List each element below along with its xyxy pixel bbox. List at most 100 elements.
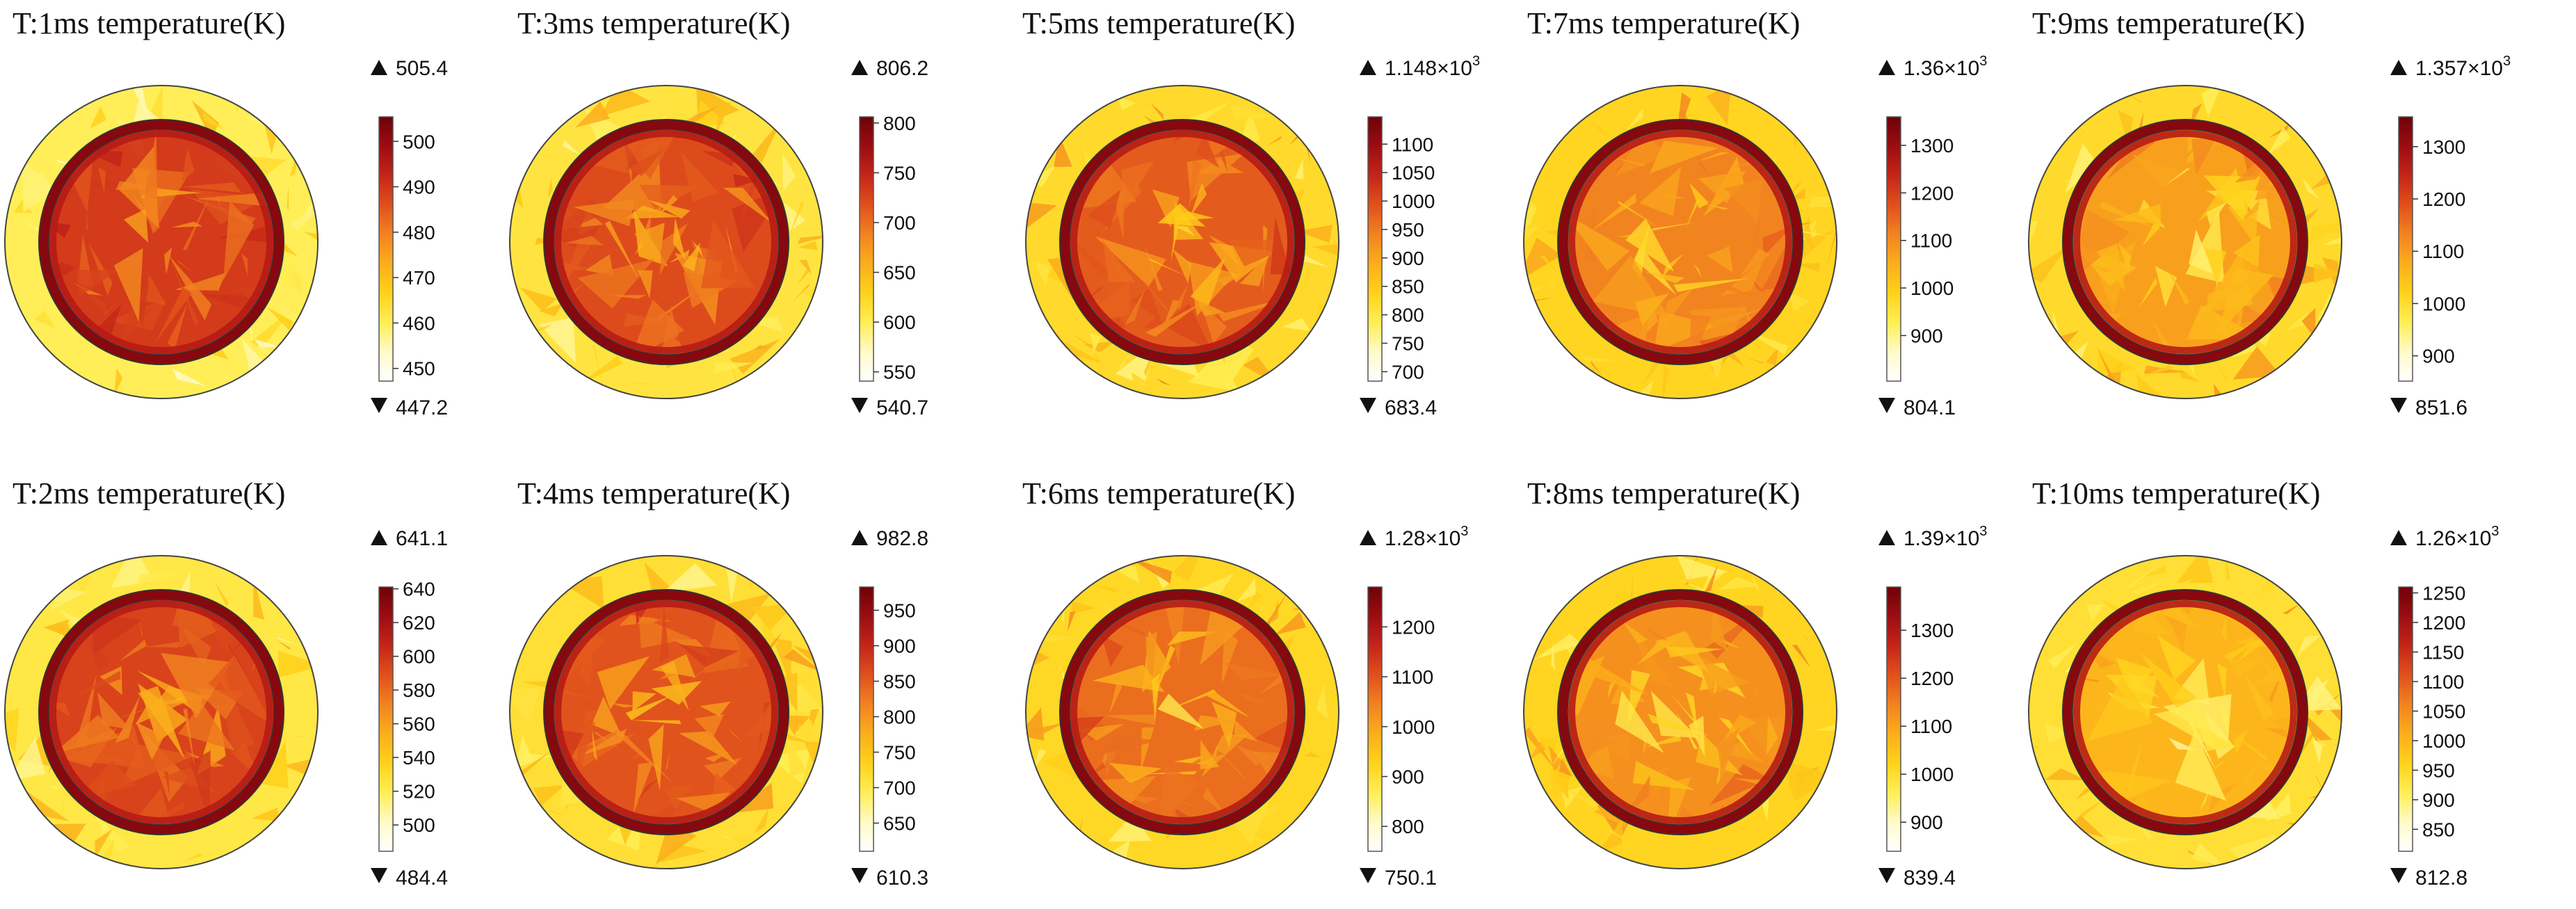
core-mesh-patch: [1125, 289, 1145, 325]
inner-boundary-line: [48, 599, 275, 826]
core-mesh-patch: [1761, 220, 1793, 291]
colorbar: 982.8 950 900 850 800 750 700 650 610.3: [851, 527, 928, 890]
core-mesh-patch: [1157, 693, 1205, 730]
ring-mesh-patch: [242, 817, 256, 828]
ring-mesh-patch: [2176, 578, 2196, 584]
colorbar-tick-label: 480: [403, 222, 435, 243]
core-mesh-patch: [1685, 200, 1700, 230]
core-mesh-patch: [2217, 268, 2274, 335]
ring-mesh-patch: [1245, 592, 1263, 612]
ring-mesh-patch: [2315, 736, 2329, 747]
core-mesh-patch: [705, 751, 730, 762]
ring-mesh-patch: [1033, 211, 1060, 252]
inner-rim: [49, 130, 273, 354]
ring-mesh-patch: [1296, 225, 1333, 243]
core-mesh-patch: [169, 146, 177, 154]
colorbar-tick-label: 650: [883, 813, 916, 835]
ring-mesh-patch: [2203, 385, 2210, 387]
max-marker-triangle: [851, 530, 868, 545]
colorbar-tick-label: 1100: [2422, 241, 2464, 262]
colorbar-tick-label: 700: [883, 212, 916, 234]
hot-boundary-band: [544, 590, 789, 835]
temperature-field-disc: [5, 556, 318, 869]
ring-mesh-patch: [1294, 159, 1304, 179]
ring-mesh-patch: [1237, 578, 1256, 602]
core-mesh-patch: [629, 148, 665, 177]
core-mesh-patch: [651, 681, 702, 705]
core-mesh-patch: [1693, 152, 1729, 163]
ring-mesh-patch: [295, 734, 307, 737]
ring-mesh-patch: [183, 853, 204, 862]
core-mesh-patch: [1698, 202, 1729, 210]
colorbar-tick-label: 1000: [1392, 191, 1435, 212]
max-value-label: 982.8: [876, 527, 928, 550]
max-marker-triangle: [371, 60, 387, 75]
interface-boundary-line: [1557, 119, 1803, 365]
core-mesh-patch: [97, 692, 131, 730]
min-value-label: 610.3: [876, 867, 928, 890]
core-mesh-patch: [1101, 634, 1123, 668]
ring-mesh-patch: [289, 136, 302, 177]
core-mesh-patch: [2072, 209, 2130, 280]
panel-t6: T:6ms temperature(K) 1.28×103 1200 1100 1000…: [1022, 476, 1468, 890]
min-value-label: 540.7: [876, 396, 928, 419]
core-mesh-patch: [182, 189, 214, 250]
ring-mesh-patch: [1751, 574, 1759, 592]
core-mesh-patch: [1673, 181, 1705, 187]
core-mesh-patch: [634, 801, 682, 825]
colorbar-tick-label: 550: [883, 362, 916, 383]
colorbar-tick-label: 1050: [1392, 162, 1435, 184]
core-mesh-patch: [155, 287, 192, 343]
core-mesh-patch: [1190, 257, 1226, 307]
colorbar-tick-label: 1100: [1910, 230, 1952, 252]
ring-mesh-patch: [2047, 643, 2078, 669]
core-mesh-patch: [1234, 720, 1258, 741]
core-mesh-patch: [1718, 742, 1764, 762]
ring-mesh-patch: [1766, 346, 1780, 366]
core-mesh-patch: [665, 750, 670, 771]
temperature-field-disc: [2029, 86, 2342, 399]
interface-boundary-line: [543, 589, 789, 835]
core-mesh-patch: [2206, 202, 2228, 226]
core-mesh-patch: [167, 303, 188, 351]
ring-mesh-patch: [538, 153, 559, 161]
core-mesh-patch: [182, 182, 242, 193]
interface-boundary-line: [38, 589, 284, 835]
ring-mesh-patch: [261, 741, 289, 789]
colorbar-tick-label: 850: [883, 670, 916, 692]
max-marker-triangle: [2390, 60, 2407, 75]
colorbar-tick-label: 1200: [2422, 188, 2465, 210]
core-mesh-patch: [1196, 131, 1220, 168]
ring-mesh-patch: [1682, 575, 1709, 589]
core-mesh-patch: [183, 709, 195, 769]
min-value-label: 683.4: [1385, 396, 1437, 419]
colorbar-tick-label: 580: [403, 679, 435, 701]
core-mesh-patch: [1625, 218, 1675, 272]
panel-t5: T:5ms temperature(K) 1.148×103 1100 1050 100…: [1022, 6, 1480, 419]
colorbar-tick-label: 700: [1392, 361, 1424, 383]
max-marker-triangle: [1878, 530, 1895, 545]
core-mesh-patch: [2221, 617, 2227, 643]
min-marker-triangle: [1878, 868, 1895, 883]
core-mesh-patch: [2227, 207, 2257, 247]
core-mesh-patch: [1173, 249, 1192, 284]
temperature-field-disc: [510, 86, 823, 399]
ring-mesh-patch: [536, 324, 553, 331]
core-mesh-patch: [251, 655, 258, 674]
core-mesh-patch: [1194, 715, 1237, 731]
inner-boundary-line: [2072, 129, 2299, 355]
panel-title: T:8ms temperature(K): [1527, 476, 1800, 510]
max-value-label: 1.39×103: [1903, 524, 1987, 550]
temperature-field-disc: [1026, 556, 1339, 869]
core-mesh-patch: [1145, 632, 1158, 696]
core-mesh-patch: [1109, 679, 1122, 715]
ring-mesh-patch: [2313, 263, 2342, 284]
ring-mesh-patch: [79, 574, 83, 577]
ring-mesh-patch: [1717, 577, 1759, 590]
inner-boundary-line: [1069, 599, 1296, 826]
ring-mesh-patch: [2323, 236, 2342, 246]
colorbar-tick-label: 800: [1392, 816, 1424, 837]
min-value-label: 812.8: [2415, 867, 2468, 890]
colorbar: 505.4 500 490 480 470 460 450 447.2: [371, 57, 448, 419]
hot-boundary-band: [39, 120, 284, 364]
